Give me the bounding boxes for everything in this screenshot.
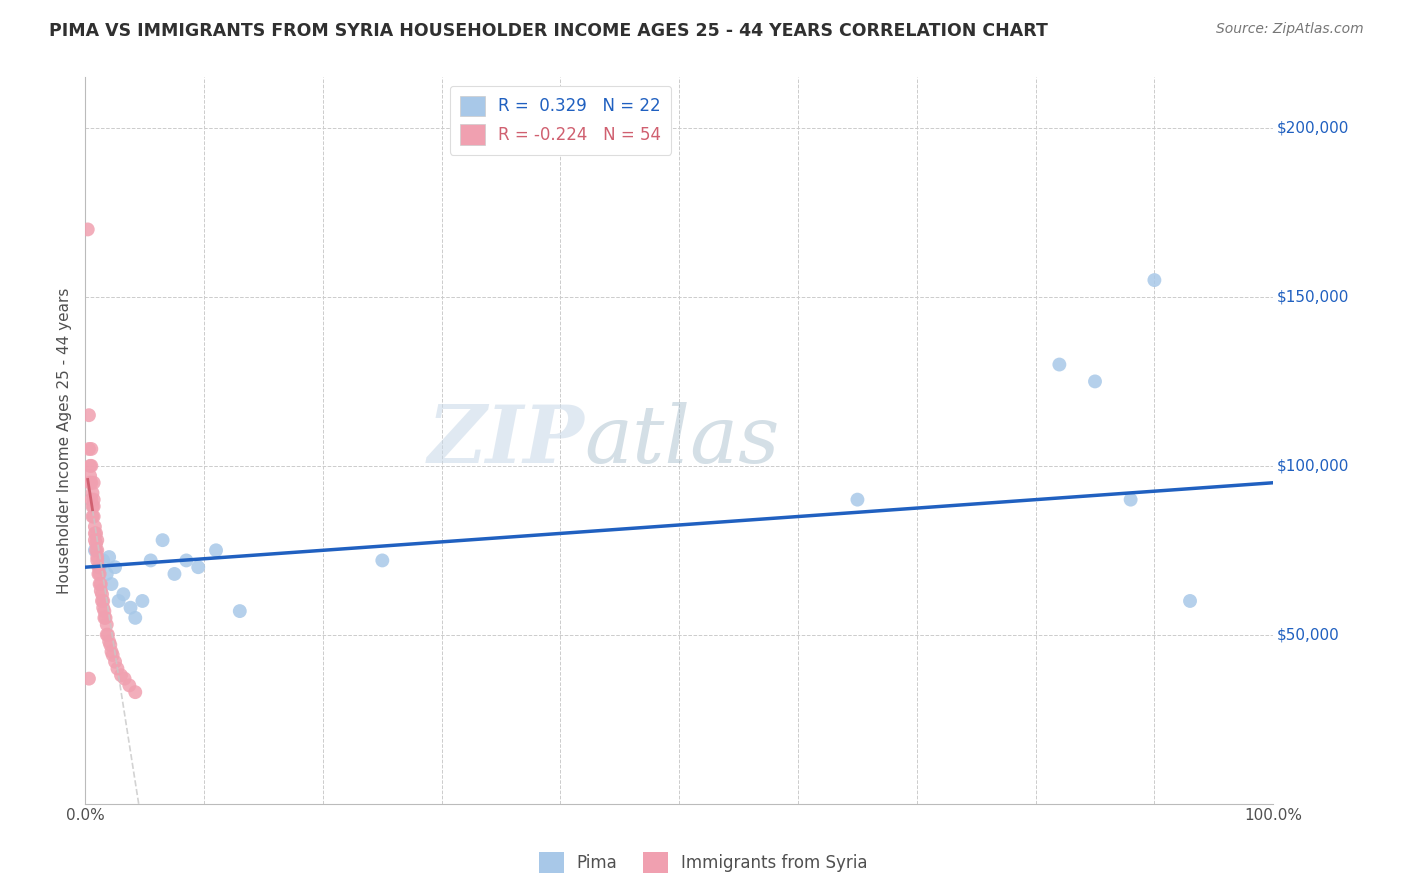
Point [86, 543, 108, 558]
Point [90, 583, 112, 598]
Point [97, 628, 120, 642]
Text: $100,000: $100,000 [1277, 458, 1350, 474]
Point [1143, 273, 1166, 287]
Point [83, 500, 105, 514]
Point [110, 668, 132, 682]
Point [77, 442, 100, 456]
Point [84, 536, 107, 550]
Point [83, 519, 105, 533]
Point [91, 594, 114, 608]
Point [163, 566, 186, 581]
Point [84, 543, 107, 558]
Text: Source: ZipAtlas.com: Source: ZipAtlas.com [1216, 22, 1364, 37]
Point [91, 553, 114, 567]
Legend: R =  0.329   N = 22, R = -0.224   N = 54: R = 0.329 N = 22, R = -0.224 N = 54 [450, 86, 672, 155]
Point [90, 577, 112, 591]
Text: $50,000: $50,000 [1277, 627, 1340, 642]
Point [89, 560, 111, 574]
Point [118, 678, 141, 692]
Point [83, 492, 105, 507]
Point [86, 550, 108, 565]
Point [79, 469, 101, 483]
Point [100, 645, 122, 659]
Y-axis label: Householder Income Ages 25 - 44 years: Householder Income Ages 25 - 44 years [58, 287, 72, 594]
Point [91, 600, 114, 615]
Point [229, 604, 252, 618]
Point [104, 655, 127, 669]
Point [120, 600, 142, 615]
Point [89, 577, 111, 591]
Point [1084, 375, 1107, 389]
Point [104, 560, 127, 574]
Point [84, 526, 107, 541]
Text: atlas: atlas [585, 401, 779, 479]
Point [94, 611, 117, 625]
Point [107, 661, 129, 675]
Text: PIMA VS IMMIGRANTS FROM SYRIA HOUSEHOLDER INCOME AGES 25 - 44 YEARS CORRELATION : PIMA VS IMMIGRANTS FROM SYRIA HOUSEHOLDE… [49, 22, 1047, 40]
Point [79, 475, 101, 490]
Point [98, 550, 121, 565]
Point [83, 543, 105, 558]
Point [1047, 358, 1070, 372]
Point [77, 408, 100, 422]
Point [1119, 492, 1142, 507]
Point [101, 648, 124, 662]
Point [80, 458, 103, 473]
Point [112, 587, 135, 601]
Point [205, 543, 228, 558]
Point [100, 577, 122, 591]
Point [98, 634, 121, 648]
Point [114, 672, 136, 686]
Text: $200,000: $200,000 [1277, 120, 1350, 136]
Legend: Pima, Immigrants from Syria: Pima, Immigrants from Syria [531, 846, 875, 880]
Point [79, 458, 101, 473]
Point [83, 533, 105, 548]
Point [91, 594, 114, 608]
Point [80, 475, 103, 490]
Point [82, 486, 104, 500]
Point [83, 509, 105, 524]
Point [91, 587, 114, 601]
Point [1178, 594, 1201, 608]
Point [96, 628, 118, 642]
Point [83, 526, 105, 541]
Point [124, 611, 146, 625]
Point [80, 492, 103, 507]
Point [131, 594, 153, 608]
Point [80, 442, 103, 456]
Point [152, 533, 174, 548]
Point [87, 566, 110, 581]
Point [139, 553, 162, 567]
Point [96, 617, 118, 632]
Point [98, 638, 121, 652]
Point [87, 560, 110, 574]
Text: $150,000: $150,000 [1277, 290, 1350, 304]
Text: ZIP: ZIP [427, 401, 585, 479]
Point [187, 560, 209, 574]
Point [96, 566, 118, 581]
Point [77, 672, 100, 686]
Point [89, 566, 111, 581]
Point [93, 604, 115, 618]
Point [176, 553, 198, 567]
Point [86, 533, 108, 548]
Point [371, 553, 394, 567]
Point [83, 475, 105, 490]
Point [846, 492, 869, 507]
Point [82, 500, 104, 514]
Point [86, 553, 108, 567]
Point [76, 222, 98, 236]
Point [124, 685, 146, 699]
Point [82, 509, 104, 524]
Point [107, 594, 129, 608]
Point [93, 611, 115, 625]
